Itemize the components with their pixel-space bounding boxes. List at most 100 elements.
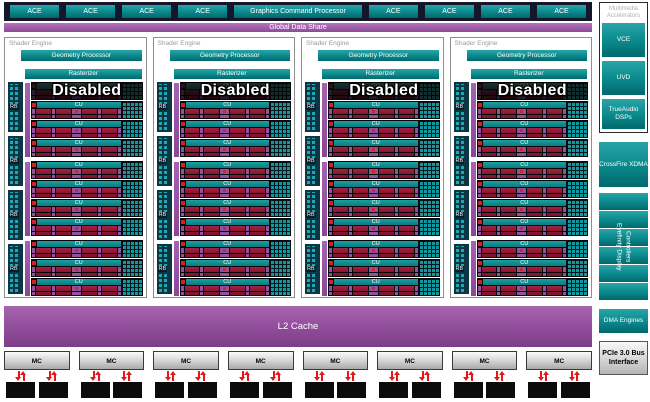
cu-header: CU	[32, 219, 121, 225]
cu-simd-segment	[184, 169, 200, 178]
render-backend-block: RB	[156, 190, 172, 240]
cu-lds-center-block	[517, 147, 527, 156]
cu-purple-segment	[51, 207, 55, 216]
memory-controller-unit: MC	[227, 351, 294, 398]
cu-simd-segment	[230, 128, 246, 137]
cu-simd-segment	[547, 109, 562, 118]
cu-simd-bars	[180, 128, 269, 137]
cu-simd-segment	[481, 267, 497, 276]
cu-scheduler-bar: CU	[185, 140, 269, 146]
cu-simd-area: CU	[328, 101, 419, 119]
ace-box: ACE	[178, 5, 228, 18]
compute-unit-internals: CU	[328, 161, 440, 179]
up-arrow-icon	[349, 371, 356, 381]
cu-simd-area: CU	[31, 218, 122, 236]
cu-simd-segment	[204, 128, 220, 137]
cu-lds-center-block	[71, 286, 81, 295]
rb-label: RB	[306, 104, 316, 110]
cu-scheduler-bar: CU	[185, 162, 269, 168]
compute-unit-internals: CU	[477, 199, 589, 217]
cu-purple-segment	[246, 207, 250, 216]
compute-unit-row: CU	[476, 101, 588, 119]
cu-simd-area: CU	[328, 240, 419, 258]
cu-lds-center-block	[71, 109, 81, 118]
cu-purple-segment	[200, 286, 204, 295]
cu-purple-segment	[117, 207, 121, 216]
down-arrow-icon	[270, 371, 277, 381]
cu-purple-segment	[117, 188, 121, 197]
cu-purple-segment	[497, 188, 501, 197]
cu-lds-center-block	[220, 226, 230, 235]
cu-red-marker	[180, 201, 185, 205]
cu-texture-unit-grid	[122, 260, 142, 276]
cu-purple-segment	[414, 286, 418, 295]
cu-simd-segment	[250, 128, 265, 137]
memory-controller-unit: MC	[153, 351, 219, 398]
cu-purple-segment	[563, 226, 566, 235]
cu-header: CU	[180, 200, 269, 206]
cu-header: CU	[180, 260, 269, 266]
cu-simd-area: CU	[328, 180, 419, 198]
compute-unit-row: CU	[476, 180, 588, 198]
cu-purple-segment	[543, 188, 547, 197]
cu-simd-segment	[204, 147, 220, 156]
cu-simd-segment	[230, 188, 246, 197]
cu-scheduler-bar: CU	[334, 162, 418, 168]
cu-simd-segment	[547, 169, 562, 178]
compute-unit-internals: CU	[31, 240, 143, 258]
cu-simd-area: CU	[328, 278, 419, 296]
cu-scheduler-bar: CU	[37, 200, 121, 206]
rb-label: RB	[306, 158, 316, 164]
cu-simd-area: CU	[328, 218, 419, 236]
cu-simd-bars	[477, 169, 566, 178]
rb-label: RB	[157, 212, 168, 218]
cu-scheduler-bar: CU	[37, 181, 121, 187]
cu-lds-center-block	[71, 248, 81, 257]
compute-unit-row: CU	[328, 101, 440, 119]
up-arrow-icon	[573, 371, 580, 381]
cu-simd-bars	[180, 248, 269, 257]
cu-simd-segment	[101, 226, 117, 235]
compute-unit-row: CU	[179, 161, 291, 179]
cu-purple-segment	[97, 169, 101, 178]
compute-unit-internals: CU	[180, 180, 292, 198]
up-arrow-icon	[542, 371, 549, 381]
compute-unit-internals: CU	[31, 101, 143, 119]
cu-purple-segment	[394, 207, 398, 216]
cu-texture-unit-grid	[568, 279, 587, 295]
cu-simd-bars	[180, 286, 269, 295]
compute-unit-row: CU	[31, 259, 143, 277]
cu-simd-area: CU	[31, 120, 122, 138]
cu-simd-bars	[329, 207, 418, 216]
compute-unit-internals: CU	[477, 278, 589, 296]
cu-simd-bars	[329, 128, 418, 137]
memory-chip-pair	[303, 382, 369, 398]
memory-chip	[262, 382, 292, 398]
cu-simd-area: CU	[31, 139, 122, 157]
geometry-processor-box: Geometry Processor	[318, 50, 439, 61]
shader-engine: Shader Engine Geometry Processor Rasteri…	[4, 37, 147, 298]
lds-purple-strip	[470, 83, 476, 157]
bidirectional-arrow-pair	[313, 370, 325, 382]
memory-controller-box: MC	[526, 351, 592, 370]
cu-purple-segment	[200, 147, 204, 156]
cu-header: CU	[329, 279, 418, 285]
cu-simd-segment	[527, 248, 543, 257]
compute-unit-row: CU	[476, 82, 588, 100]
rasterizer-box: Rasterizer	[25, 69, 142, 79]
bidirectional-arrow-pair	[568, 370, 580, 382]
cu-simd-segment	[204, 188, 220, 197]
cu-scheduler-bar: CU	[37, 83, 121, 89]
cu-purple-segment	[348, 207, 352, 216]
cu-purple-segment	[477, 226, 481, 235]
cu-purple-segment	[477, 169, 481, 178]
cu-simd-area: CU	[180, 278, 271, 296]
trueaudio-dsps-box: TrueAudio DSPs	[602, 99, 645, 130]
compute-unit-row: CU	[31, 240, 143, 258]
cu-simd-area: CU	[477, 259, 568, 277]
memory-bus-arrows	[452, 370, 518, 382]
cu-simd-segment	[547, 147, 562, 156]
cu-simd-segment	[184, 207, 200, 216]
cu-simd-segment	[352, 248, 368, 257]
cu-purple-segment	[394, 169, 398, 178]
